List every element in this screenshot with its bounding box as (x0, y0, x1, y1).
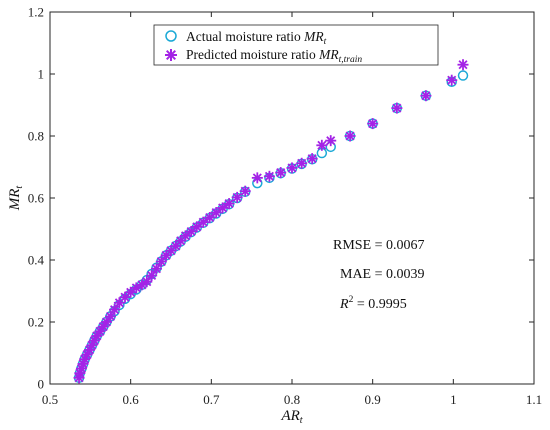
legend-label-actual: Actual moisture ratio MRt (186, 29, 327, 47)
legend-asterisk-marker (165, 49, 177, 61)
predicted-point (325, 135, 337, 147)
legend-label-predicted: Predicted moisture ratio MRt,train (186, 47, 362, 65)
predicted-point (141, 276, 153, 288)
predicted-point (446, 74, 458, 86)
y-axis-label: MRt (7, 186, 25, 212)
y-tick-label: 0.2 (28, 315, 44, 330)
x-tick-label: 0.5 (42, 392, 58, 407)
legend-box (153, 24, 439, 66)
predicted-point (231, 191, 243, 203)
x-tick-label: 0.9 (365, 392, 381, 407)
predicted-point (263, 170, 275, 182)
y-tick-label: 1 (38, 67, 45, 82)
predicted-point (155, 256, 167, 268)
actual-point (457, 70, 469, 81)
y-tick-label: 1.2 (28, 5, 44, 20)
predicted-point (146, 270, 158, 281)
predicted-point (223, 198, 235, 210)
rmse-annotation: RMSE = 0.0067 (333, 238, 425, 253)
predicted-point (367, 118, 379, 130)
x-tick-label: 0.8 (284, 392, 300, 407)
predicted-point (210, 207, 222, 219)
predicted-point (94, 325, 106, 337)
predicted-point (100, 316, 112, 328)
predicted-point (239, 185, 251, 197)
predicted-point (197, 216, 209, 228)
predicted-point (125, 286, 137, 298)
x-tick-label: 1.1 (526, 392, 542, 407)
predicted-point (344, 130, 356, 142)
predicted-point (109, 304, 121, 316)
predicted-point (180, 230, 192, 242)
predicted-point (88, 335, 100, 347)
predicted-point (251, 172, 263, 184)
predicted-point (191, 221, 203, 233)
predicted-point (275, 167, 287, 179)
mae-annotation: MAE = 0.0039 (340, 267, 425, 282)
legend: Actual moisture ratio MRt Predicted mois… (153, 24, 439, 66)
y-tick-label: 0.6 (28, 191, 45, 206)
predicted-point (217, 202, 229, 214)
r2-annotation: R2 = 0.9995 (339, 295, 407, 312)
y-tick-label: 0.8 (28, 129, 44, 144)
predicted-point (420, 90, 432, 102)
predicted-point (316, 139, 328, 151)
data-marks (73, 59, 469, 384)
legend-circle-marker (165, 30, 177, 42)
predicted-point (150, 263, 162, 275)
predicted-point (457, 59, 469, 71)
x-axis-label: ARt (280, 408, 302, 426)
x-tick-label: 0.6 (123, 392, 140, 407)
plot-area-frame (49, 11, 535, 385)
predicted-point (286, 162, 298, 174)
x-tick-label: 0.7 (203, 392, 220, 407)
y-tick-label: 0 (38, 377, 45, 392)
predicted-point (306, 153, 318, 165)
predicted-point (296, 157, 308, 169)
predicted-point (204, 212, 216, 224)
predicted-point (84, 344, 96, 356)
x-tick-label: 1 (450, 392, 457, 407)
axis-ticks: 0.5 0.6 0.7 0.8 0.9 1 1.1 0 0.2 0.4 0.6 0.8 1 1.2 (28, 5, 542, 408)
predicted-point (391, 102, 403, 114)
y-tick-label: 0.4 (28, 253, 45, 268)
